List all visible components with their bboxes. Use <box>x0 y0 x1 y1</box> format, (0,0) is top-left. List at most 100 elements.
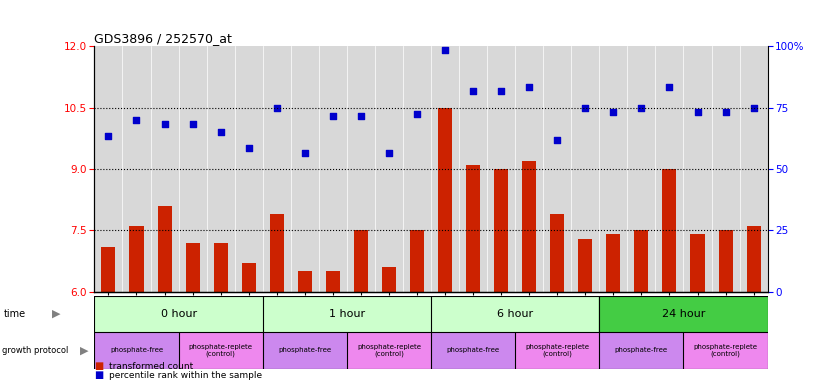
Text: 0 hour: 0 hour <box>160 309 197 319</box>
Point <box>410 111 424 117</box>
Bar <box>213 243 227 292</box>
Text: phosphate-replete
(control): phosphate-replete (control) <box>694 344 758 357</box>
Bar <box>186 243 200 292</box>
Point <box>691 109 704 115</box>
Bar <box>431 46 459 292</box>
Point <box>438 47 452 53</box>
Bar <box>712 46 740 292</box>
Bar <box>410 230 424 292</box>
Bar <box>122 46 150 292</box>
Bar <box>150 46 179 292</box>
Point <box>663 84 676 90</box>
Point <box>102 133 115 139</box>
Bar <box>431 332 516 369</box>
Bar <box>94 296 263 332</box>
Point <box>635 104 648 111</box>
Point <box>747 104 760 111</box>
Bar <box>94 332 179 369</box>
Text: transformed count: transformed count <box>109 362 194 371</box>
Bar <box>544 46 571 292</box>
Bar <box>746 226 760 292</box>
Bar <box>627 46 655 292</box>
Point <box>355 113 368 119</box>
Point <box>186 121 200 127</box>
Bar <box>431 296 599 332</box>
Text: 24 hour: 24 hour <box>662 309 705 319</box>
Text: growth protocol: growth protocol <box>2 346 68 355</box>
Text: phosphate-free: phosphate-free <box>447 348 500 353</box>
Bar <box>263 46 291 292</box>
Bar <box>683 332 768 369</box>
Bar <box>487 46 516 292</box>
Bar <box>291 46 319 292</box>
Text: ■: ■ <box>94 361 103 371</box>
Bar <box>347 332 431 369</box>
Point <box>270 104 283 111</box>
Bar <box>516 46 544 292</box>
Point <box>579 104 592 111</box>
Point <box>523 84 536 90</box>
Bar <box>179 46 207 292</box>
Bar <box>263 332 347 369</box>
Text: phosphate-free: phosphate-free <box>278 348 332 353</box>
Bar <box>326 271 340 292</box>
Bar <box>683 46 712 292</box>
Point <box>242 146 255 152</box>
Bar <box>130 226 144 292</box>
Bar <box>382 267 396 292</box>
Text: 6 hour: 6 hour <box>497 309 534 319</box>
Point <box>214 129 227 135</box>
Text: phosphate-replete
(control): phosphate-replete (control) <box>525 344 589 357</box>
Text: time: time <box>4 309 26 319</box>
Bar <box>347 46 375 292</box>
Bar <box>438 108 452 292</box>
Bar <box>298 271 312 292</box>
Bar <box>663 169 677 292</box>
Bar <box>607 235 621 292</box>
Text: phosphate-free: phosphate-free <box>110 348 163 353</box>
Bar <box>550 214 564 292</box>
Point <box>551 137 564 143</box>
Bar <box>263 296 431 332</box>
Bar <box>102 247 116 292</box>
Bar <box>599 296 768 332</box>
Bar <box>516 332 599 369</box>
Bar <box>718 230 732 292</box>
Bar <box>599 332 683 369</box>
Bar <box>690 235 704 292</box>
Bar <box>354 230 368 292</box>
Bar <box>235 46 263 292</box>
Point <box>130 117 143 123</box>
Text: percentile rank within the sample: percentile rank within the sample <box>109 371 263 380</box>
Bar <box>403 46 431 292</box>
Text: ■: ■ <box>94 370 103 380</box>
Bar <box>319 46 347 292</box>
Point <box>326 113 339 119</box>
Bar <box>571 46 599 292</box>
Text: phosphate-free: phosphate-free <box>615 348 668 353</box>
Bar <box>635 230 649 292</box>
Point <box>158 121 171 127</box>
Point <box>466 88 479 94</box>
Text: 1 hour: 1 hour <box>328 309 365 319</box>
Point <box>607 109 620 115</box>
Bar <box>466 165 480 292</box>
Bar <box>94 46 122 292</box>
Point <box>298 149 311 156</box>
Bar <box>241 263 255 292</box>
Bar <box>494 169 508 292</box>
Bar <box>270 214 284 292</box>
Point <box>719 109 732 115</box>
Text: ▶: ▶ <box>80 345 89 356</box>
Bar <box>578 238 592 292</box>
Bar <box>655 46 683 292</box>
Bar <box>207 46 235 292</box>
Bar <box>599 46 627 292</box>
Bar <box>158 206 172 292</box>
Bar <box>179 332 263 369</box>
Bar <box>740 46 768 292</box>
Bar <box>375 46 403 292</box>
Text: phosphate-replete
(control): phosphate-replete (control) <box>357 344 421 357</box>
Point <box>383 149 396 156</box>
Point <box>494 88 507 94</box>
